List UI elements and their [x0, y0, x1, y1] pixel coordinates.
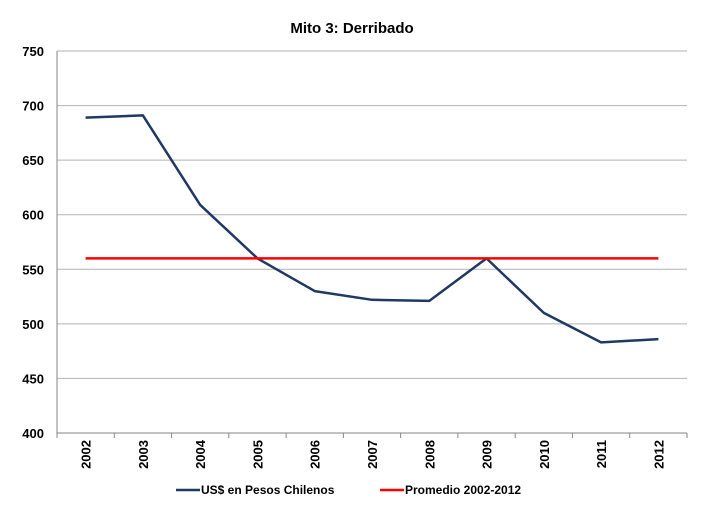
y-tick-label: 550 — [22, 262, 44, 277]
x-tick-label: 2005 — [250, 440, 265, 469]
y-tick-label: 750 — [22, 44, 44, 59]
x-tick-label: 2011 — [594, 440, 609, 468]
series-line-0 — [85, 114, 659, 344]
y-tick-label: 600 — [22, 208, 44, 223]
x-axis-ticks: 2002 2003 2004 2005 2006 2007 2008 2009 2010 2011… — [56, 433, 688, 469]
x-tick-label: 2010 — [537, 440, 552, 469]
legend-label-series-1: Promedio 2002-2012 — [405, 483, 521, 497]
legend-label-series-0: US$ en Pesos Chilenos — [201, 483, 335, 497]
legend: US$ en Pesos Chilenos Promedio 2002-2012 — [176, 483, 521, 497]
y-tick-label: 500 — [22, 317, 44, 332]
x-tick-label: 2006 — [308, 440, 323, 469]
y-tick-label: 700 — [22, 99, 44, 114]
series-lines — [85, 114, 659, 344]
y-tick-label: 450 — [22, 371, 44, 386]
x-tick-label: 2004 — [193, 439, 208, 469]
y-tick-label: 650 — [22, 153, 44, 168]
chart-title: Mito 3: Derribado — [290, 20, 413, 37]
x-tick-label: 2009 — [480, 440, 495, 469]
y-tick-label: 400 — [22, 426, 44, 441]
x-tick-label: 2007 — [365, 440, 380, 469]
x-tick-label: 2008 — [422, 440, 437, 469]
x-tick-label: 2012 — [651, 440, 666, 469]
x-tick-label: 2002 — [79, 440, 94, 469]
x-tick-label: 2003 — [136, 440, 151, 469]
y-axis-ticks: 400 450 500 550 600 650 700 750 — [22, 44, 44, 441]
grid-lines — [56, 50, 687, 434]
